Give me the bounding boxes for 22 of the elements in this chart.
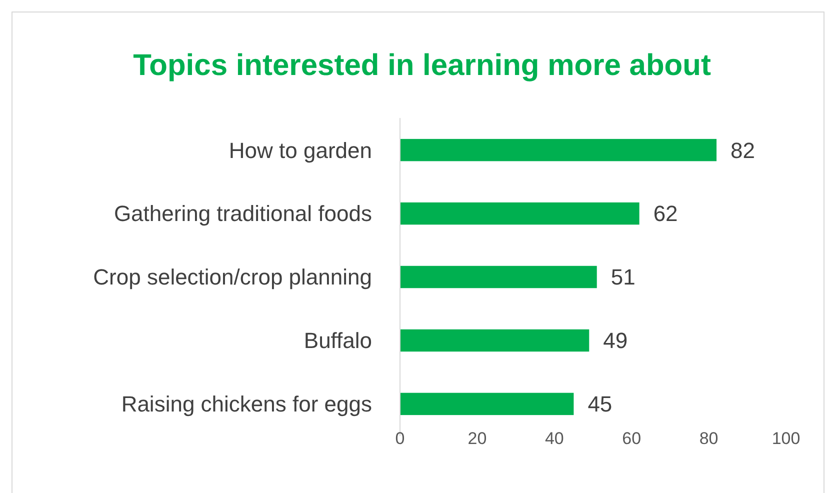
bar (400, 138, 717, 162)
bar (400, 329, 590, 352)
chart-title: Topics interested in learning more about (133, 49, 711, 82)
data-label: 62 (653, 201, 678, 226)
data-label: 51 (610, 264, 636, 290)
bar (400, 392, 574, 416)
data-label: 45 (588, 392, 612, 417)
y-tick-label: Buffalo (304, 328, 372, 354)
y-tick-label: Raising chickens for eggs (121, 392, 372, 417)
y-tick-label: Crop selection/crop planning (93, 264, 372, 290)
bar (400, 266, 597, 288)
x-tick-label: 60 (622, 429, 642, 448)
x-tick-label: 100 (772, 429, 800, 448)
x-tick-label: 80 (699, 429, 718, 448)
x-tick-label: 20 (468, 429, 487, 448)
y-tick-label: Gathering traditional foods (114, 201, 372, 226)
x-tick-label: 40 (544, 429, 564, 448)
data-label: 82 (730, 138, 756, 163)
y-tick-label: How to garden (228, 138, 372, 163)
bar (400, 202, 640, 225)
x-tick-label: 0 (395, 429, 405, 448)
data-label: 49 (603, 328, 628, 354)
